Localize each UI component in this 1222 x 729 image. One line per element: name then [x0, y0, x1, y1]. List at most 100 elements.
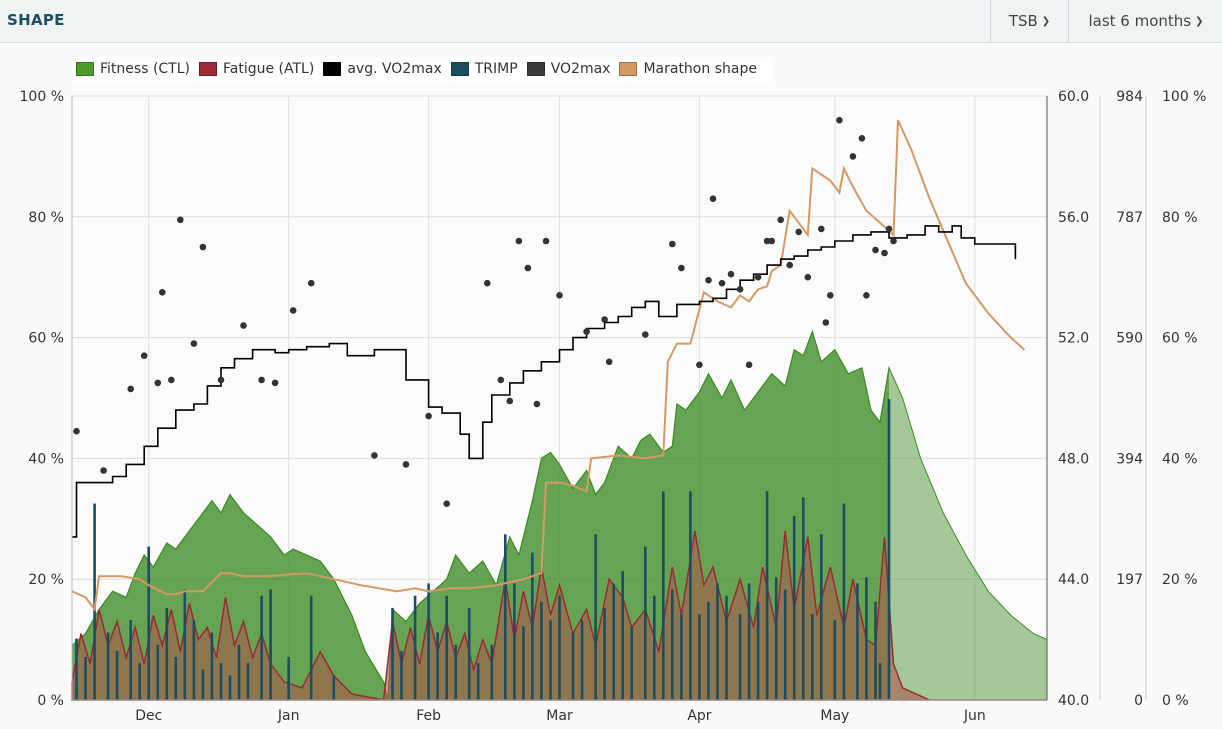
y-tick-label-trimp: 0 [1134, 693, 1143, 709]
legend-label: Marathon shape [643, 61, 757, 77]
trimp-bar [716, 583, 719, 700]
legend-swatch [323, 62, 342, 76]
metric-dropdown[interactable]: TSB ❯ [990, 0, 1068, 42]
trimp-bar [540, 601, 543, 700]
vo2max-point [484, 279, 491, 287]
trimp-bar [865, 577, 868, 700]
trimp-bar [878, 663, 882, 700]
vo2max-point [307, 279, 315, 287]
legend-item[interactable]: TRIMP [450, 61, 518, 77]
legend-swatch [76, 62, 94, 76]
range-dropdown[interactable]: last 6 months ❯ [1068, 0, 1222, 42]
vo2max-point [605, 358, 613, 366]
vo2max-point [727, 270, 735, 278]
chart-legend: Fitness (CTL) Fatigue (ATL) avg. VO2max TRI… [72, 57, 772, 81]
vo2max-point [822, 319, 830, 326]
trimp-bar [228, 675, 232, 700]
trimp-bar [811, 614, 814, 700]
trimp-bar [792, 515, 796, 700]
trimp-bar [725, 595, 728, 700]
vo2max-point [177, 216, 184, 224]
trimp-bar [219, 663, 223, 700]
y-tick-label-percent-right: 80 % [1162, 210, 1198, 226]
y-tick-label-vo2max: 48.0 [1058, 451, 1089, 467]
vo2max-point [705, 276, 712, 284]
y-tick-label-vo2max: 60.0 [1058, 89, 1089, 105]
vo2max-point [763, 237, 771, 245]
trimp-bar [558, 595, 561, 700]
y-tick-label-vo2max: 40.0 [1058, 693, 1089, 709]
vo2max-point [583, 328, 590, 335]
trimp-bar [210, 632, 214, 700]
trimp-bar [644, 546, 647, 700]
trimp-bar [332, 675, 336, 700]
range-dropdown-value: last 6 months [1088, 12, 1192, 30]
legend-item[interactable]: Marathon shape [619, 61, 757, 77]
vo2max-point [524, 264, 532, 272]
vo2max-point [154, 379, 162, 387]
legend-label: Fitness (CTL) [100, 61, 190, 77]
vo2max-point [140, 352, 148, 360]
trimp-bar [183, 589, 187, 700]
vo2max-point [642, 331, 649, 338]
legend-label: TRIMP [474, 61, 518, 77]
vo2max-point [73, 427, 80, 435]
y-tick-label-trimp: 787 [1116, 210, 1143, 226]
chevron-down-icon: ❯ [1195, 15, 1204, 27]
x-tick-label: Jan [277, 708, 300, 724]
vo2max-point [100, 467, 107, 474]
vo2max-point [696, 361, 703, 369]
vo2max-point [849, 153, 857, 160]
trimp-bar [513, 583, 516, 700]
vo2max-point [881, 249, 888, 257]
vo2max-point [736, 286, 744, 293]
chevron-down-icon: ❯ [1041, 15, 1051, 27]
vo2max-point [786, 261, 793, 269]
trimp-bar [445, 595, 448, 700]
avg-vo2max-line [72, 225, 1017, 538]
vo2max-point [168, 376, 175, 384]
trimp-bar [147, 546, 150, 700]
trimp-bar [504, 534, 507, 700]
legend-item[interactable]: Fatigue (ATL) [199, 61, 314, 77]
legend-item[interactable]: avg. VO2max [323, 61, 442, 77]
vo2max-point [863, 292, 870, 299]
vo2max-point [199, 243, 207, 251]
vo2max-point [402, 461, 410, 468]
metric-dropdown-value: TSB [1008, 12, 1038, 30]
legend-swatch [450, 62, 469, 76]
legend-item[interactable]: Fitness (CTL) [76, 61, 190, 77]
legend-label: Fatigue (ATL) [223, 61, 315, 77]
vo2max-point [669, 240, 676, 248]
trimp-bar [156, 644, 160, 700]
vo2max-point [872, 246, 879, 254]
trimp-bar [174, 657, 178, 700]
y-tick-label-trimp: 394 [1116, 451, 1143, 467]
trimp-bar [747, 583, 751, 700]
trimp-bar [115, 650, 119, 700]
trimp-bar [689, 491, 692, 700]
trimp-bar [774, 577, 778, 700]
header-bar: SHAPE TSB ❯ last 6 months ❯ [0, 0, 1222, 43]
trimp-bar [93, 503, 96, 700]
trimp-bar [603, 607, 606, 700]
x-tick-label: May [820, 708, 849, 724]
legend-item[interactable]: VO2max [526, 61, 611, 77]
trimp-bar [707, 601, 710, 700]
y-tick-label-vo2max: 56.0 [1058, 210, 1089, 226]
trimp-bar [138, 663, 141, 700]
vo2max-point [885, 225, 893, 233]
vo2max-point [240, 322, 247, 329]
legend-label: VO2max [550, 61, 611, 77]
y-tick-label-trimp: 197 [1116, 572, 1143, 588]
trimp-bar [165, 607, 169, 700]
trimp-bar [476, 663, 480, 700]
trimp-bar [106, 632, 110, 700]
vo2max-point [127, 385, 134, 393]
trimp-bar [887, 399, 891, 700]
trimp-bar [237, 644, 241, 700]
vo2max-point [745, 361, 753, 369]
vo2max-point [190, 340, 198, 347]
trimp-bar [129, 620, 132, 700]
